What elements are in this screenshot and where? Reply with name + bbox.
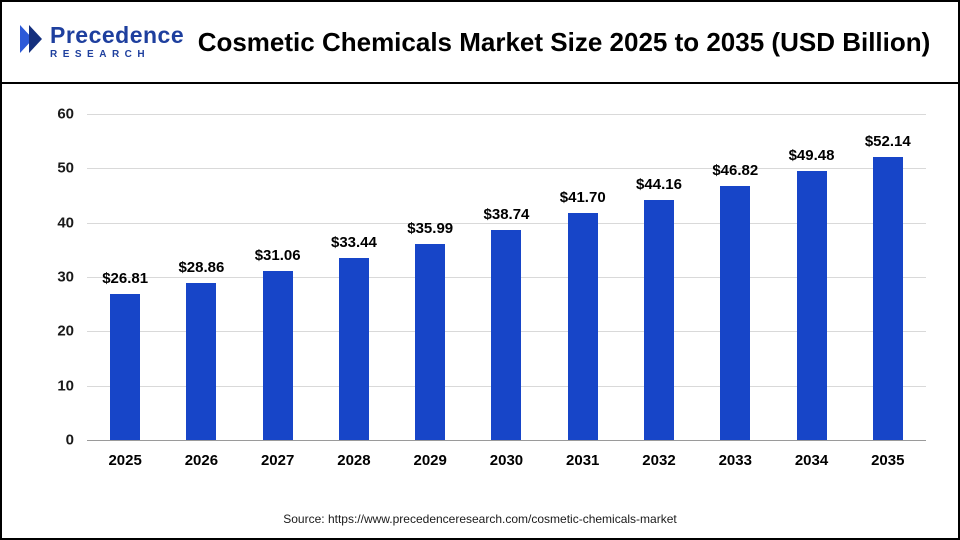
x-tick-label: 2035: [871, 452, 905, 469]
x-tick-label: 2033: [718, 452, 752, 469]
page-title: Cosmetic Chemicals Market Size 2025 to 2…: [197, 26, 931, 57]
bar: [720, 185, 751, 440]
x-tick-label: 2025: [108, 452, 142, 469]
bar-column: $41.70: [545, 114, 621, 440]
bar: [643, 200, 674, 440]
y-tick-label: 50: [57, 159, 74, 177]
bar-column: $31.06: [240, 114, 316, 440]
y-tick-label: 30: [57, 268, 74, 286]
bar-column: $26.81: [87, 114, 163, 440]
x-tick-label: 2032: [642, 452, 676, 469]
bar: [338, 258, 369, 440]
x-axis: 2025 2026 2027 2028 2029 2030 2031 2032 2033 2034…: [87, 452, 926, 469]
x-tick-label: 2030: [489, 452, 524, 469]
logo-name: Precedence: [50, 22, 185, 49]
bar: [872, 156, 903, 440]
bar-value-label: $52.14: [864, 132, 911, 150]
bar: [796, 171, 827, 440]
logo: Precedence RESEARCH: [20, 23, 188, 61]
gridline: [87, 222, 926, 224]
bar-value-label: $28.86: [178, 259, 225, 277]
bar-column: $52.14: [850, 114, 926, 440]
bar: [491, 229, 522, 440]
y-axis: 0 10 20 30 40 50 60: [22, 106, 74, 449]
chart-area: 0 10 20 30 40 50 60 $26.81 $28.86 $31.06 $33.44 $3…: [2, 86, 958, 538]
bar-column: $44.16: [621, 114, 697, 440]
y-tick-label: 10: [57, 377, 74, 395]
x-tick-label: 2028: [337, 452, 371, 469]
x-tick-label: 2029: [413, 452, 447, 469]
bar: [262, 271, 293, 440]
x-tick-label: 2034: [794, 452, 829, 469]
y-tick-label: 20: [57, 322, 74, 340]
gridline: [87, 168, 926, 170]
bar: [110, 294, 141, 440]
bar-column: $49.48: [773, 114, 849, 440]
x-tick-label: 2031: [566, 452, 600, 469]
bar-column: $46.82: [697, 114, 773, 440]
bar-column: $35.99: [392, 114, 468, 440]
bar-value-label: $41.70: [559, 189, 606, 207]
logo-chevron-icon: [20, 23, 44, 60]
bar-value-label: $49.48: [788, 147, 835, 165]
bar-value-label: $35.99: [407, 220, 454, 238]
bar-column: $38.74: [468, 114, 544, 440]
bar-value-label: $33.44: [330, 234, 377, 252]
bar-value-label: $31.06: [254, 247, 301, 265]
gridline: [87, 114, 926, 115]
x-tick-label: 2026: [184, 452, 219, 469]
bar: [186, 283, 217, 440]
y-tick-label: 60: [57, 105, 74, 123]
bar: [415, 244, 446, 440]
bar-column: $33.44: [316, 114, 392, 440]
header: Precedence RESEARCH Cosmetic Chemicals M…: [2, 2, 958, 84]
bar: [567, 213, 598, 440]
bar-value-label: $44.16: [636, 176, 682, 194]
bars-row: $26.81 $28.86 $31.06 $33.44 $35.99 $38.74 $41.…: [87, 114, 926, 440]
bar-column: $28.86: [163, 114, 239, 440]
gridline: [87, 440, 926, 441]
plot-area: $26.81 $28.86 $31.06 $33.44 $35.99 $38.74 $41.…: [87, 114, 926, 441]
bar-value-label: $26.81: [102, 270, 149, 288]
y-tick-label: 40: [57, 214, 74, 232]
bar-value-label: $38.74: [483, 205, 530, 223]
x-tick-label: 2027: [260, 452, 295, 469]
logo-subtitle: RESEARCH: [50, 49, 151, 61]
logo-text-block: Precedence RESEARCH: [50, 23, 184, 61]
y-tick-label: 0: [65, 431, 74, 449]
bar-value-label: $46.82: [712, 161, 759, 179]
footer-source: Source: https://www.precedenceresearch.c…: [283, 512, 677, 526]
